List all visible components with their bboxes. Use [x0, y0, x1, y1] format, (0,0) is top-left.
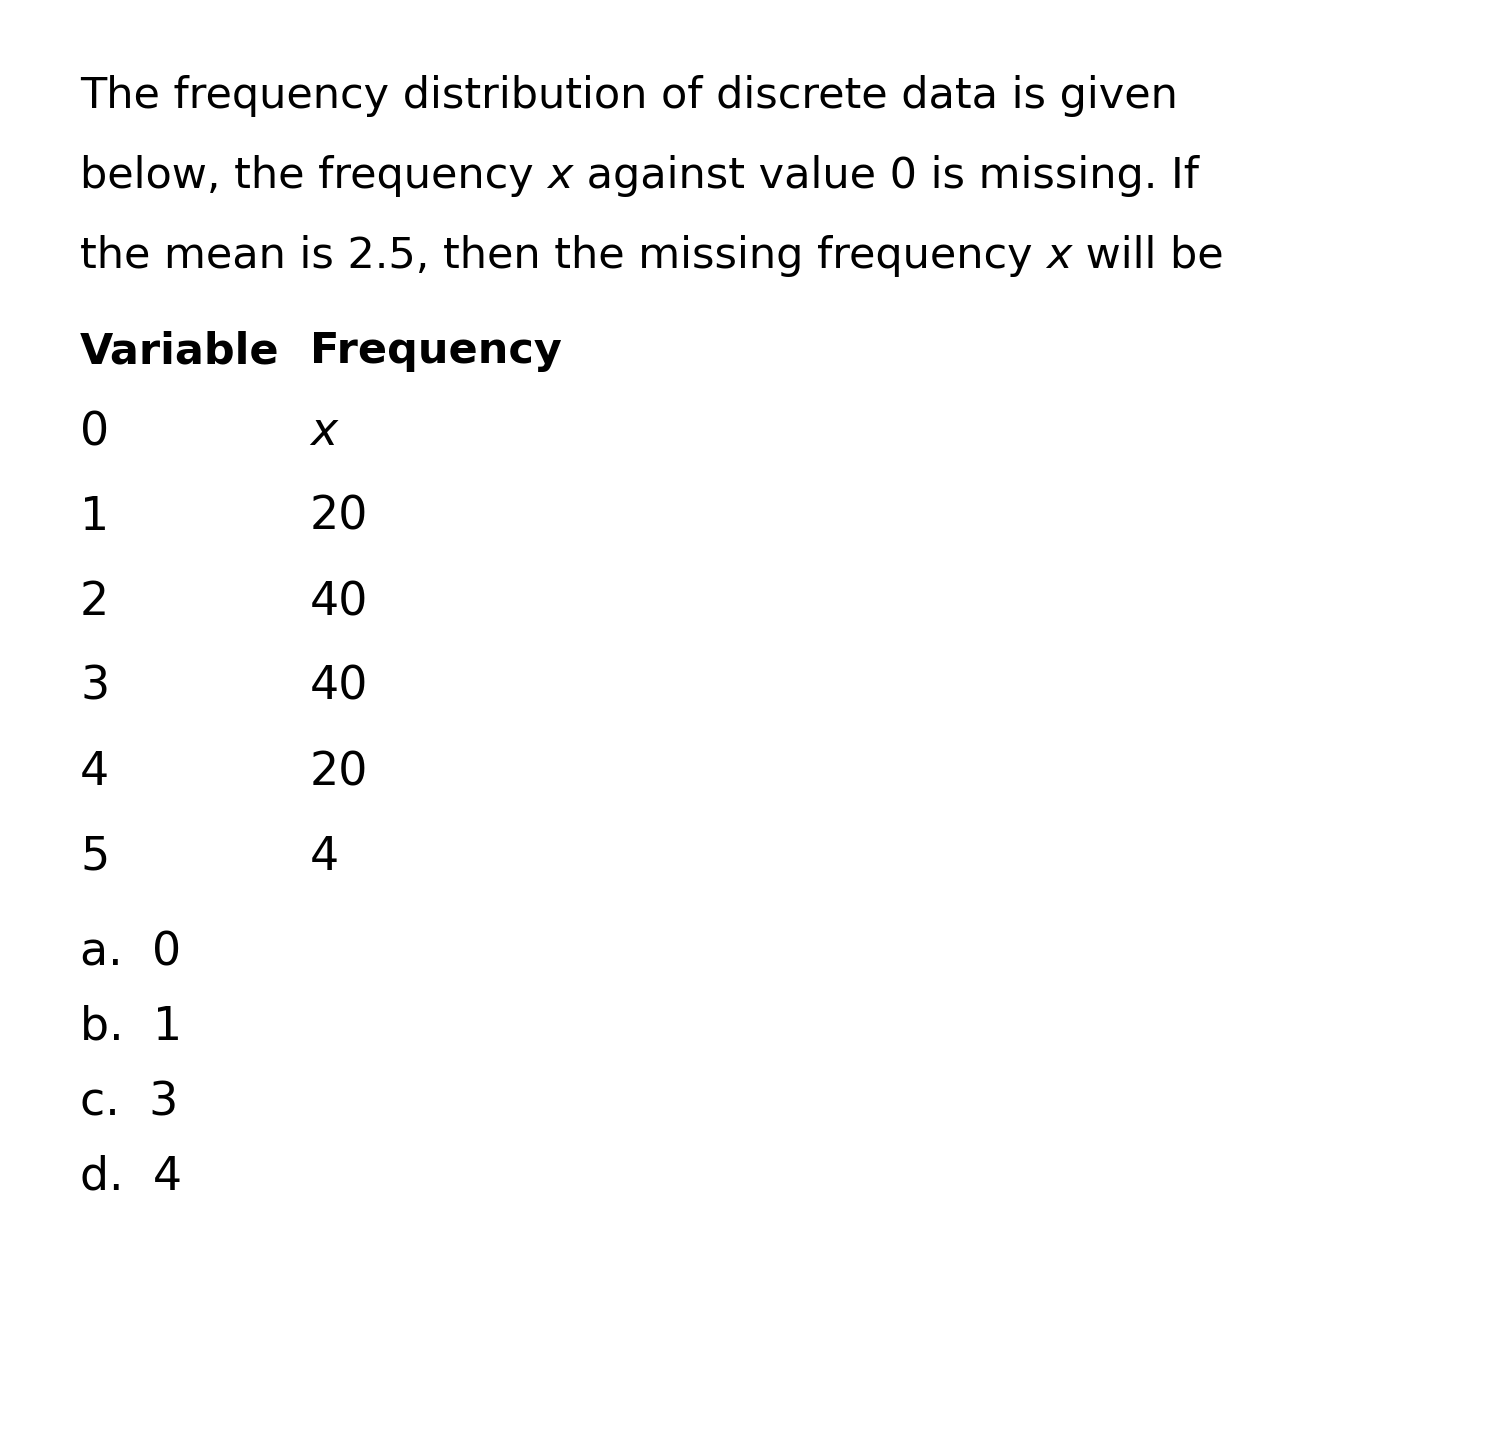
Text: below, the frequency: below, the frequency — [80, 155, 548, 197]
Text: x: x — [548, 155, 573, 197]
Text: 4: 4 — [80, 750, 110, 795]
Text: the mean is 2.5, then the missing frequency: the mean is 2.5, then the missing freque… — [80, 235, 1047, 277]
Text: 0: 0 — [80, 410, 110, 455]
Text: 1: 1 — [80, 495, 110, 540]
Text: 40: 40 — [310, 581, 369, 626]
Text: b.  1: b. 1 — [80, 1005, 182, 1050]
Text: Variable: Variable — [80, 330, 279, 372]
Text: Frequency: Frequency — [310, 330, 562, 372]
Text: 5: 5 — [80, 835, 110, 880]
Text: x: x — [1047, 235, 1071, 277]
Text: 2: 2 — [80, 581, 110, 626]
Text: The frequency distribution of discrete data is given: The frequency distribution of discrete d… — [80, 75, 1178, 117]
Text: 40: 40 — [310, 665, 369, 710]
Text: a.  0: a. 0 — [80, 930, 182, 975]
Text: 20: 20 — [310, 750, 369, 795]
Text: c.  3: c. 3 — [80, 1080, 178, 1125]
Text: 3: 3 — [80, 665, 110, 710]
Text: 4: 4 — [310, 835, 339, 880]
Text: x: x — [310, 410, 338, 455]
Text: d.  4: d. 4 — [80, 1156, 182, 1200]
Text: will be: will be — [1071, 235, 1224, 277]
Text: against value 0 is missing. If: against value 0 is missing. If — [573, 155, 1198, 197]
Text: 20: 20 — [310, 495, 369, 540]
